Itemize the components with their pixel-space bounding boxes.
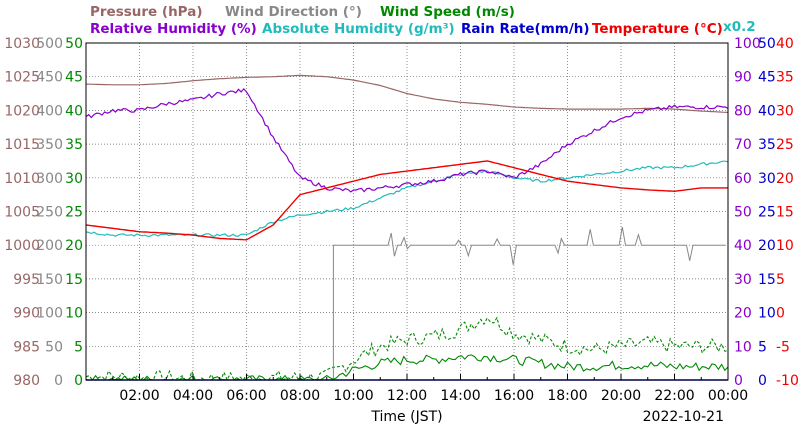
- relative-humidity-tick-label: 70: [734, 137, 752, 153]
- rain-rate-tick-label: 20: [758, 238, 776, 254]
- relative-humidity-tick-label: 10: [734, 339, 752, 355]
- legend-wind-direction: Wind Direction (°): [225, 4, 362, 20]
- legend-rain-rate: Rain Rate(mm/h): [461, 21, 590, 37]
- x-tick-label: 14:00: [440, 388, 480, 404]
- wind-direction-tick-label: 50: [45, 339, 63, 355]
- series-wind-direction-line: [332, 226, 726, 380]
- pressure-tick-label: 990: [13, 306, 40, 322]
- chart-legend: Pressure (hPa) Wind Direction (°) Wind Spe…: [90, 4, 723, 37]
- rain-rate-tick-label: 40: [758, 103, 776, 119]
- relative-humidity-tick-label: 100: [734, 36, 761, 52]
- chart-axes: 1030102510201015101010051000995990985980…: [4, 36, 799, 404]
- temperature-tick-label: 10: [776, 238, 794, 254]
- temperature-tick-label: 25: [776, 137, 794, 153]
- wind-direction-tick-label: 150: [36, 272, 63, 288]
- relative-humidity-tick-label: 80: [734, 103, 752, 119]
- x-tick-label: 22:00: [654, 388, 694, 404]
- pressure-tick-label: 1025: [4, 70, 40, 86]
- temperature-tick-label: 35: [776, 70, 794, 86]
- wind-speed-tick-label: 10: [65, 306, 83, 322]
- x-tick-label: 16:00: [494, 388, 534, 404]
- rain-rate-tick-label: 30: [758, 171, 776, 187]
- rain-rate-tick-label: 35: [758, 137, 776, 153]
- rain-rate-tick-label: 45: [758, 70, 776, 86]
- legend-relative-humidity: Relative Humidity (%): [90, 21, 257, 37]
- series-temperature-line: [85, 160, 728, 241]
- x-tick-label: 20:00: [601, 388, 641, 404]
- wind-speed-tick-label: 35: [65, 137, 83, 153]
- wind-speed-tick-label: 50: [65, 36, 83, 52]
- legend-pressure: Pressure (hPa): [90, 4, 203, 20]
- chart-grid: [86, 43, 728, 380]
- temperature-tick-label: 20: [776, 171, 794, 187]
- relative-humidity-tick-label: 0: [734, 373, 743, 389]
- legend-temperature: Temperature (°C): [592, 21, 723, 37]
- temperature-tick-label: 0: [776, 306, 785, 322]
- temperature-tick-label: -10: [776, 373, 799, 389]
- pressure-tick-label: 1015: [4, 137, 40, 153]
- x-tick-label: 04:00: [173, 388, 213, 404]
- wind-speed-tick-label: 15: [65, 272, 83, 288]
- x-tick-label: 10:00: [333, 388, 373, 404]
- x-tick-label: 06:00: [226, 388, 266, 404]
- temperature-tick-label: 15: [776, 205, 794, 221]
- rain-rate-tick-label: 0: [758, 373, 767, 389]
- pressure-tick-label: 980: [13, 373, 40, 389]
- wind-speed-tick-label: 25: [65, 205, 83, 221]
- wind-speed-tick-label: 0: [74, 373, 83, 389]
- wind-speed-tick-label: 20: [65, 238, 83, 254]
- legend-wind-speed: Wind Speed (m/s): [380, 4, 515, 20]
- relative-humidity-tick-label: 40: [734, 238, 752, 254]
- x-tick-label: 02:00: [119, 388, 159, 404]
- date-label: 2022-10-21: [643, 409, 724, 425]
- pressure-tick-label: 985: [13, 339, 40, 355]
- wind-speed-tick-label: 40: [65, 103, 83, 119]
- relative-humidity-tick-label: 50: [734, 205, 752, 221]
- rain-rate-tick-label: 10: [758, 306, 776, 322]
- relative-humidity-tick-label: 20: [734, 306, 752, 322]
- relative-humidity-tick-label: 60: [734, 171, 752, 187]
- rain-rate-tick-label: 5: [758, 339, 767, 355]
- wind-direction-tick-label: 100: [36, 306, 63, 322]
- wind-direction-tick-label: 250: [36, 205, 63, 221]
- temperature-tick-label: 5: [776, 272, 785, 288]
- series-pressure-line: [85, 74, 729, 113]
- x-tick-label: 12:00: [387, 388, 427, 404]
- relative-humidity-tick-label: 90: [734, 70, 752, 86]
- pressure-tick-label: 1030: [4, 36, 40, 52]
- rain-rate-tick-label: 25: [758, 205, 776, 221]
- wind-direction-tick-label: 350: [36, 137, 63, 153]
- relative-humidity-tick-label: 30: [734, 272, 752, 288]
- pressure-tick-label: 1010: [4, 171, 40, 187]
- pressure-tick-label: 1000: [4, 238, 40, 254]
- temperature-tick-label: 40: [776, 36, 794, 52]
- wind-speed-tick-label: 45: [65, 70, 83, 86]
- temperature-tick-label: 30: [776, 103, 794, 119]
- pressure-tick-label: 1020: [4, 103, 40, 119]
- wind-direction-tick-label: 500: [36, 36, 63, 52]
- rain-rate-tick-label: 50: [758, 36, 776, 52]
- abs-humidity-scale-label: x0.2: [723, 19, 756, 35]
- legend-absolute-humidity: Absolute Humidity (g/m³): [262, 21, 455, 37]
- wind-direction-tick-label: 300: [36, 171, 63, 187]
- pressure-tick-label: 1005: [4, 205, 40, 221]
- pressure-tick-label: 995: [13, 272, 40, 288]
- x-axis-label: Time (JST): [370, 409, 442, 425]
- wind-direction-tick-label: 400: [36, 103, 63, 119]
- temperature-tick-label: -5: [776, 339, 790, 355]
- wind-speed-tick-label: 5: [74, 339, 83, 355]
- wind-speed-tick-label: 30: [65, 171, 83, 187]
- x-tick-label: 08:00: [280, 388, 320, 404]
- wind-direction-tick-label: 200: [36, 238, 63, 254]
- wind-direction-tick-label: 450: [36, 70, 63, 86]
- series-relative-humidity-line: [85, 88, 729, 193]
- x-tick-label: 00:00: [708, 388, 748, 404]
- wind-direction-tick-label: 0: [54, 373, 63, 389]
- rain-rate-tick-label: 15: [758, 272, 776, 288]
- x-tick-label: 18:00: [547, 388, 587, 404]
